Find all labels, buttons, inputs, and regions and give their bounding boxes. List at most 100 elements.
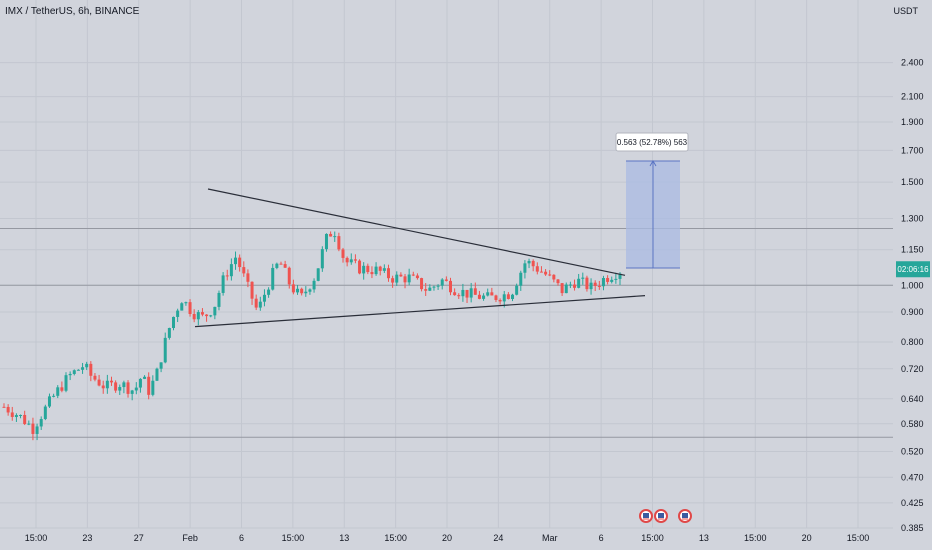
price-tick-label: 0.470 (901, 472, 924, 482)
candle-body (192, 313, 196, 320)
candle-body (155, 368, 159, 381)
candle-body (544, 271, 548, 275)
candle-body (221, 275, 225, 293)
candle-body (312, 280, 316, 290)
candle-body (167, 328, 171, 338)
trendline-lower[interactable] (194, 295, 646, 328)
candle-body (353, 259, 357, 261)
candle-body (200, 312, 204, 315)
candle-body (52, 395, 56, 397)
candle-body (560, 283, 564, 294)
candle-body (428, 287, 432, 291)
flag-canton (682, 513, 688, 518)
candle-body (345, 257, 349, 263)
candle-body (577, 278, 581, 288)
candle-body (172, 316, 176, 329)
flag-canton (643, 513, 649, 518)
price-tick-label: 2.100 (901, 92, 924, 102)
candle-body (453, 292, 457, 296)
measurement-label-box (615, 132, 689, 152)
candle-body (143, 376, 147, 379)
candle-body (217, 292, 221, 307)
candle-body (606, 277, 610, 282)
candle-body (229, 264, 233, 277)
candle-body (296, 288, 300, 293)
candle-body (444, 279, 448, 281)
time-tick-label: 27 (134, 533, 144, 543)
candle-body (378, 266, 382, 271)
candle-body (304, 291, 308, 294)
candle-body (19, 414, 23, 416)
candle-body (283, 264, 287, 268)
candle-body (56, 387, 60, 396)
candle-body (573, 284, 577, 288)
measurement-label: 0.563 (52.78%) 563 (617, 138, 688, 147)
candle-body (275, 263, 279, 268)
time-tick-label: 6 (599, 533, 604, 543)
candle-body (163, 337, 167, 363)
price-tick-label: 1.000 (901, 280, 924, 290)
candle-body (424, 289, 428, 291)
candle-body (242, 267, 246, 274)
currency-unit: USDT (893, 6, 919, 16)
candle-body (461, 289, 465, 297)
candle-body (552, 274, 556, 280)
candle-body (366, 265, 370, 273)
trendline-upper[interactable] (207, 188, 626, 276)
candle-body (382, 268, 386, 271)
price-tick-label: 1.500 (901, 177, 924, 187)
candle-body (31, 423, 35, 434)
candle-body (415, 275, 419, 279)
candle-body (469, 288, 473, 298)
candle-body (39, 419, 43, 427)
candle-body (498, 299, 502, 302)
candle-body (64, 375, 68, 391)
time-tick-label: 20 (442, 533, 452, 543)
candle-body (93, 375, 97, 380)
candle-body (234, 257, 238, 265)
candle-body (515, 285, 519, 295)
candle-body (527, 260, 531, 264)
price-tick-label: 2.400 (901, 58, 924, 68)
candle-body (610, 279, 614, 282)
candle-body (101, 385, 105, 389)
candle-body (316, 268, 320, 281)
candle-body (432, 286, 436, 288)
candle-body (271, 267, 275, 290)
candle-body (196, 312, 200, 320)
candle-body (511, 294, 515, 299)
candle-body (238, 257, 242, 268)
candle-body (225, 275, 229, 277)
candle-body (14, 415, 18, 417)
candle-body (76, 369, 80, 371)
candle-body (436, 285, 440, 287)
candle-body (105, 380, 109, 389)
candle-body (134, 387, 138, 391)
candle-body (420, 278, 424, 290)
candle-body (250, 281, 254, 299)
time-tick-label: 15:00 (744, 533, 767, 543)
flag-canton (658, 513, 664, 518)
candle-body (482, 295, 486, 299)
candle-body (333, 236, 337, 238)
candle-body (407, 274, 411, 283)
candle-body (486, 292, 490, 296)
time-tick-label: 13 (699, 533, 709, 543)
time-tick-label: 15:00 (282, 533, 305, 543)
candle-body (10, 412, 14, 417)
candle-body (151, 380, 155, 395)
candle-body (362, 265, 366, 274)
candle-body (502, 294, 506, 302)
time-tick-label: 13 (339, 533, 349, 543)
candle-body (589, 282, 593, 290)
candle-body (60, 387, 64, 391)
candle-body (523, 263, 527, 273)
candle-body (209, 315, 213, 317)
candle-body (349, 259, 353, 263)
candle-body (267, 289, 271, 295)
candle-body (395, 274, 399, 283)
candle-body (506, 294, 510, 299)
candle-body (337, 236, 341, 250)
